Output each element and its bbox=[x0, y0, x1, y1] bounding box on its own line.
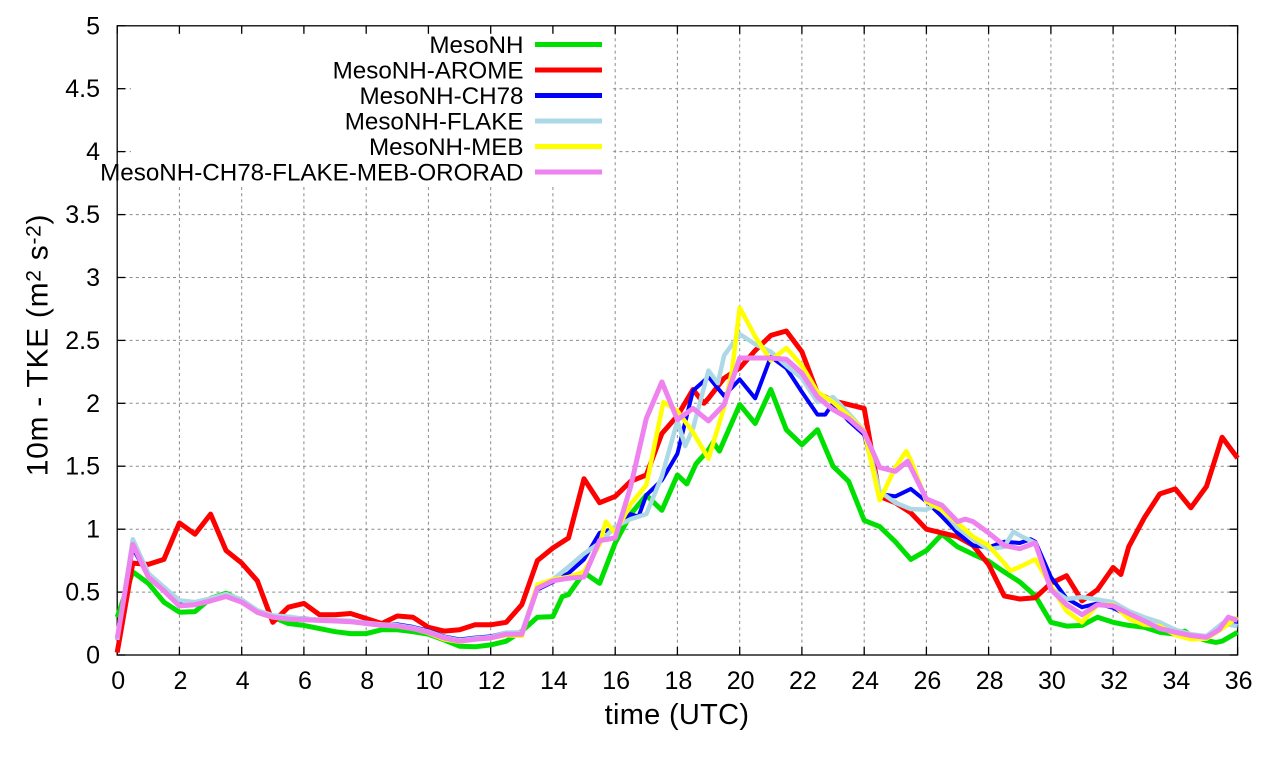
svg-text:MesoNH-FLAKE: MesoNH-FLAKE bbox=[345, 109, 524, 136]
svg-text:MesoNH-MEB: MesoNH-MEB bbox=[369, 134, 524, 161]
svg-text:28: 28 bbox=[976, 667, 1004, 695]
svg-text:32: 32 bbox=[1100, 667, 1128, 695]
svg-text:36: 36 bbox=[1225, 667, 1253, 695]
svg-text:18: 18 bbox=[664, 667, 692, 695]
svg-text:0: 0 bbox=[86, 642, 100, 670]
svg-text:26: 26 bbox=[913, 667, 941, 695]
svg-text:1.5: 1.5 bbox=[65, 453, 100, 481]
svg-text:4: 4 bbox=[86, 138, 100, 166]
svg-text:6: 6 bbox=[298, 667, 312, 695]
svg-text:3: 3 bbox=[86, 264, 100, 292]
svg-text:34: 34 bbox=[1162, 667, 1190, 695]
svg-text:MesoNH: MesoNH bbox=[429, 32, 523, 59]
svg-text:10m - TKE (m2 s-2): 10m - TKE (m2 s-2) bbox=[22, 214, 55, 476]
svg-text:2: 2 bbox=[173, 667, 187, 695]
svg-text:MesoNH-CH78: MesoNH-CH78 bbox=[360, 83, 524, 110]
svg-text:24: 24 bbox=[851, 667, 879, 695]
svg-text:4.5: 4.5 bbox=[65, 75, 100, 103]
svg-text:20: 20 bbox=[727, 667, 755, 695]
svg-text:8: 8 bbox=[360, 667, 374, 695]
svg-text:30: 30 bbox=[1038, 667, 1066, 695]
svg-text:MesoNH-CH78-FLAKE-MEB-ORORAD: MesoNH-CH78-FLAKE-MEB-ORORAD bbox=[100, 160, 523, 187]
svg-text:0.5: 0.5 bbox=[65, 579, 100, 607]
svg-text:2: 2 bbox=[86, 390, 100, 418]
svg-text:5: 5 bbox=[86, 12, 100, 40]
svg-text:time (UTC): time (UTC) bbox=[605, 699, 750, 731]
svg-text:MesoNH-AROME: MesoNH-AROME bbox=[333, 58, 524, 85]
svg-text:10: 10 bbox=[415, 667, 443, 695]
svg-text:0: 0 bbox=[111, 667, 125, 695]
svg-text:2.5: 2.5 bbox=[65, 327, 100, 355]
svg-text:3.5: 3.5 bbox=[65, 201, 100, 229]
svg-text:22: 22 bbox=[789, 667, 817, 695]
svg-text:1: 1 bbox=[86, 516, 100, 544]
svg-text:4: 4 bbox=[236, 667, 250, 695]
svg-text:12: 12 bbox=[478, 667, 506, 695]
svg-text:16: 16 bbox=[602, 667, 630, 695]
svg-text:14: 14 bbox=[540, 667, 568, 695]
